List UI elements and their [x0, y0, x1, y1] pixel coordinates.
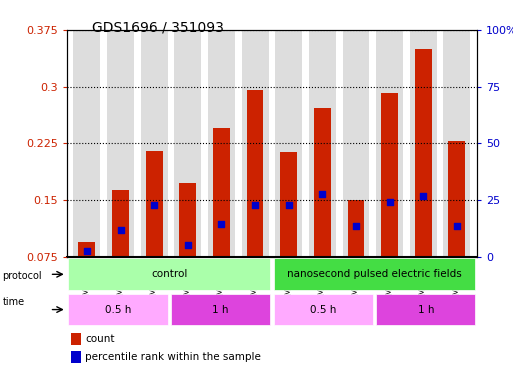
Text: control: control — [151, 269, 187, 279]
Bar — [348, 200, 364, 256]
Text: GDS1696 / 351093: GDS1696 / 351093 — [92, 21, 224, 34]
FancyBboxPatch shape — [273, 294, 373, 326]
Text: nanosecond pulsed electric fields: nanosecond pulsed electric fields — [287, 269, 462, 279]
Text: 0.5 h: 0.5 h — [310, 304, 337, 315]
Point — [285, 202, 293, 208]
Bar — [213, 128, 230, 256]
Bar — [410, 30, 437, 256]
Bar — [443, 30, 470, 256]
Bar — [208, 30, 235, 256]
FancyBboxPatch shape — [171, 294, 270, 326]
Point — [150, 202, 158, 208]
Bar — [275, 30, 302, 256]
Bar — [146, 151, 163, 256]
Point — [318, 191, 326, 197]
Bar — [71, 333, 81, 345]
Point — [386, 198, 394, 204]
Text: protocol: protocol — [3, 271, 42, 280]
Point — [453, 224, 461, 230]
Text: time: time — [3, 297, 25, 307]
Point — [116, 227, 125, 233]
Point — [184, 242, 192, 248]
Bar — [381, 93, 398, 256]
Bar — [247, 90, 264, 256]
Point — [218, 221, 226, 227]
Point — [352, 224, 360, 230]
Text: count: count — [85, 334, 115, 344]
Bar — [141, 30, 168, 256]
Text: 1 h: 1 h — [418, 304, 434, 315]
Bar — [314, 108, 331, 256]
Point — [83, 248, 91, 254]
Bar — [71, 351, 81, 363]
FancyBboxPatch shape — [376, 294, 476, 326]
Bar — [376, 30, 403, 256]
Bar — [73, 30, 101, 256]
FancyBboxPatch shape — [68, 294, 168, 326]
Text: 0.5 h: 0.5 h — [105, 304, 131, 315]
Bar — [448, 141, 465, 256]
Bar — [343, 30, 369, 256]
Point — [251, 202, 259, 208]
Text: percentile rank within the sample: percentile rank within the sample — [85, 352, 261, 362]
Bar — [242, 30, 268, 256]
Bar — [107, 30, 134, 256]
Bar — [174, 30, 201, 256]
FancyBboxPatch shape — [68, 258, 270, 290]
Text: 1 h: 1 h — [212, 304, 229, 315]
Bar — [415, 49, 431, 256]
Bar — [180, 183, 196, 256]
Bar — [280, 152, 297, 256]
Bar — [78, 242, 95, 256]
Bar — [309, 30, 336, 256]
Bar — [112, 190, 129, 256]
Point — [419, 193, 427, 199]
FancyBboxPatch shape — [273, 258, 476, 290]
